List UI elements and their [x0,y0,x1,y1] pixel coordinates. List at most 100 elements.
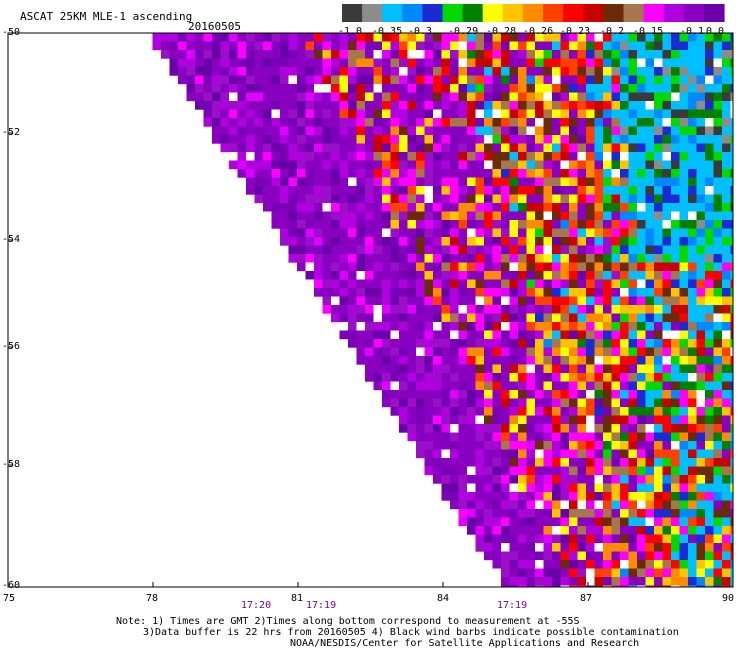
data-cell [586,475,595,484]
data-cell [271,67,281,76]
data-cell [628,568,638,578]
data-cell [569,330,578,340]
data-cell [450,347,459,357]
data-cell [543,33,553,42]
data-cell [535,41,544,51]
data-cell [509,84,519,93]
data-cell [620,483,629,493]
data-cell [373,41,383,51]
data-cell [501,169,510,178]
data-cell [271,220,281,229]
data-cell [628,534,638,544]
data-cell [679,237,689,246]
data-cell [577,75,587,85]
data-cell [662,373,672,382]
data-cell [577,203,587,212]
data-cell [331,245,340,255]
data-cell [654,364,663,374]
data-cell [407,211,417,221]
data-cell [713,398,723,408]
data-cell [271,75,281,85]
data-cell [637,203,646,212]
data-cell [637,177,646,187]
data-cell [671,118,680,127]
data-cell [552,407,561,416]
data-cell [705,517,714,527]
data-cell [594,211,604,221]
data-cell [628,33,638,42]
data-cell [458,492,468,501]
data-cell [450,152,459,161]
data-cell [543,237,553,246]
data-cell [535,228,544,238]
data-cell [730,211,734,221]
data-cell [501,41,510,51]
data-cell [263,135,272,144]
data-cell [288,254,298,263]
data-cell [475,296,485,306]
data-cell [671,339,680,348]
data-cell [696,381,706,391]
data-cell [492,313,502,323]
data-cell [526,160,536,170]
data-cell [484,424,493,433]
data-cell [611,126,621,136]
data-cell [603,262,612,272]
data-cell [416,220,425,229]
data-cell [492,390,502,399]
data-cell [339,288,349,297]
data-cell [416,203,425,212]
data-cell [526,449,536,459]
data-cell [705,415,714,425]
data-cell [688,560,697,569]
data-cell [577,169,587,178]
data-cell [688,330,697,340]
data-cell [560,466,570,476]
data-cell [424,305,434,314]
data-cell [594,483,604,493]
data-cell [331,177,340,187]
data-cell [331,58,340,68]
data-cell [433,271,442,280]
data-cell [628,407,638,416]
data-cell [492,356,502,365]
data-cell [382,339,391,348]
data-cell [475,118,485,127]
data-cell [654,339,663,348]
data-cell [705,126,714,136]
data-cell [356,262,366,272]
data-cell [543,466,553,476]
data-cell [611,441,621,450]
data-cell [492,143,502,153]
data-cell [390,126,400,136]
data-cell [518,500,527,510]
data-cell [246,126,255,136]
data-cell [645,500,655,510]
data-cell [535,543,544,552]
data-cell [628,305,638,314]
data-cell [730,262,734,272]
data-cell [713,364,723,374]
data-cell [722,568,731,578]
data-cell [407,390,417,399]
data-cell [560,577,570,586]
data-cell [535,143,544,153]
data-cell [458,279,468,289]
data-cell [322,84,332,93]
data-cell [730,500,734,510]
data-cell [339,41,349,51]
data-cell [509,220,519,229]
data-cell [475,220,485,229]
data-cell [526,475,536,484]
data-cell [450,101,459,110]
data-cell [552,390,561,399]
data-cell [560,288,570,297]
data-cell [518,526,527,535]
data-cell [603,41,612,51]
data-cell [535,381,544,391]
data-cell [416,245,425,255]
data-cell [722,67,731,76]
data-cell [458,517,468,527]
data-cell [688,288,697,297]
data-cell [611,92,621,102]
